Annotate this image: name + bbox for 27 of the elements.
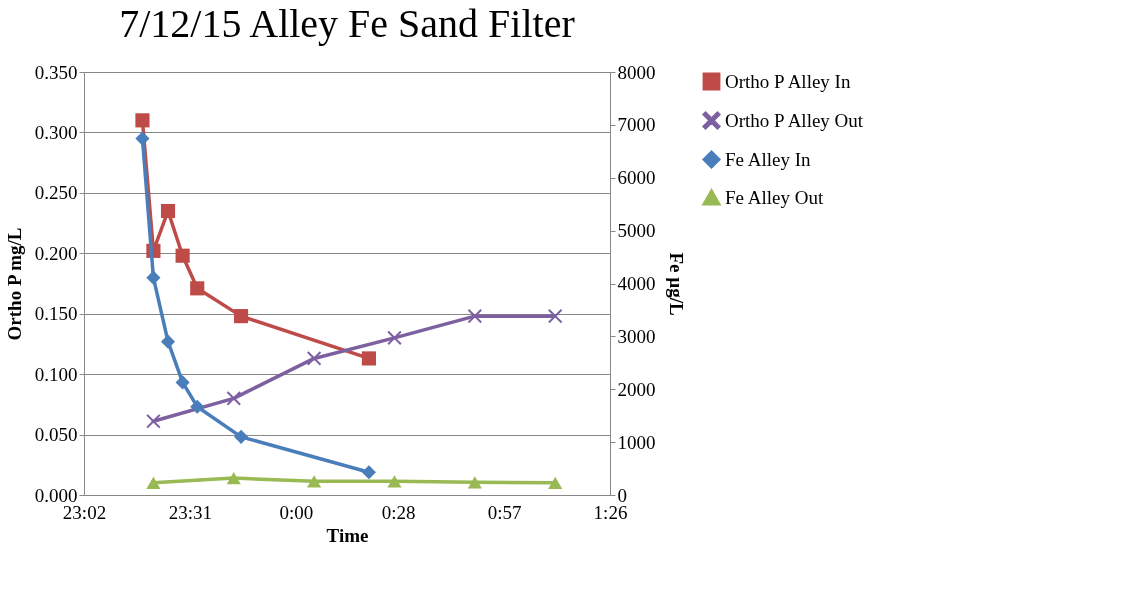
x-tick-label: 0:00 (279, 501, 314, 523)
legend-label: Ortho P Alley In (725, 70, 851, 92)
legend-label: Fe Alley Out (725, 186, 824, 208)
legend-label: Fe Alley In (725, 148, 811, 170)
y-tick-label: 0.150 (34, 303, 78, 325)
x-tick-label: 0:28 (381, 501, 416, 523)
y2-tick-label: 6000 (617, 167, 656, 189)
y-tick-label: 0.250 (34, 182, 78, 204)
x-tick-label: 23:31 (168, 501, 213, 523)
y-axis-title: Ortho P mg/L (3, 227, 25, 341)
y-tick-label: 0.350 (34, 61, 78, 83)
x-axis-title: Time (326, 524, 369, 546)
y-tick-label: 0.100 (34, 363, 78, 385)
chart-title: 7/12/15 Alley Fe Sand Filter (119, 1, 575, 46)
y2-tick-label: 4000 (617, 273, 656, 294)
y2-tick-label: 2000 (617, 378, 656, 400)
y2-tick-label: 7000 (617, 114, 656, 136)
y2-tick-label: 1000 (617, 431, 656, 453)
y-tick-label: 0.200 (34, 242, 78, 264)
y2-tick-label: 3000 (617, 325, 656, 347)
x-tick-label: 0:57 (487, 501, 522, 523)
y2-tick-label: 5000 (617, 220, 656, 242)
y2-axis-title: Fe µg/L (665, 252, 687, 316)
y2-tick-label: 8000 (617, 61, 656, 83)
y-tick-label: 0.300 (34, 121, 78, 143)
legend-label: Ortho P Alley Out (725, 109, 864, 131)
y-tick-label: 0.050 (34, 424, 78, 446)
